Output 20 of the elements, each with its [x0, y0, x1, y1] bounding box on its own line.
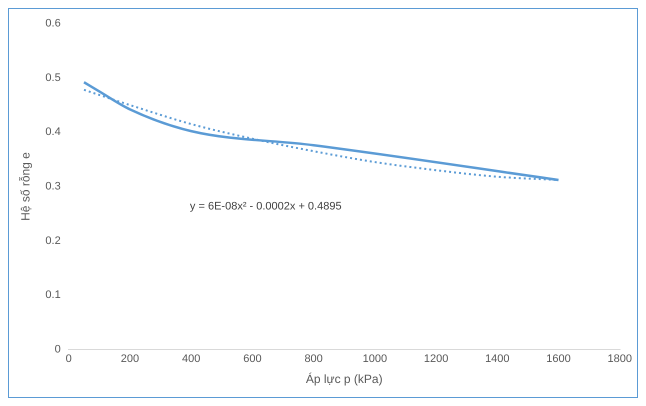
y-tick-label: 0.3 [45, 180, 61, 193]
y-tick-label: 0.1 [45, 289, 61, 302]
y-tick-label: 0.5 [45, 72, 61, 84]
x-tick-label: 800 [304, 353, 323, 366]
x-tick-label: 1000 [362, 353, 388, 366]
y-tick-label: 0.6 [45, 18, 61, 30]
x-tick-label: 1200 [424, 353, 448, 366]
annotation: y = 6E-08x² - 0.0002x + 0.4895 [190, 200, 342, 212]
y-tick-label: 0 [54, 343, 61, 356]
x-tick-label: 200 [120, 353, 140, 366]
x-tick-label: 600 [243, 353, 262, 366]
x-tick-label: 0 [66, 353, 72, 366]
x-tick-label: 1600 [546, 353, 571, 366]
x-tick-label: 400 [182, 353, 200, 366]
y-tick-label: 0.2 [45, 234, 61, 247]
x-tick-label: 1400 [485, 353, 510, 366]
y-tick-label: 0.4 [45, 126, 61, 138]
x-axis-title: Áp lực p (kPa) [306, 372, 383, 386]
y-axis-title: Hệ số rỗng e [18, 152, 33, 221]
x-tick-label: 1800 [608, 353, 632, 366]
